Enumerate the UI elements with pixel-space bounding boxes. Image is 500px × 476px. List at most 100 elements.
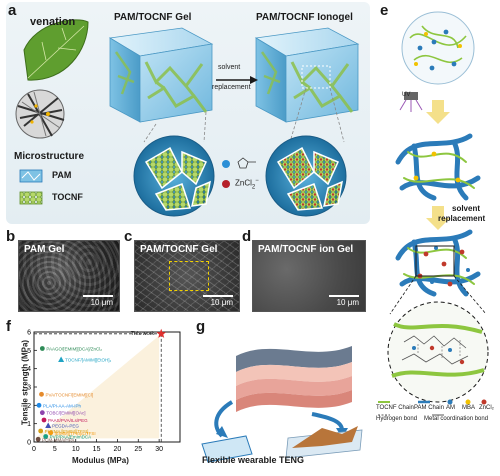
y-tick-label: 5 [27,348,31,355]
panel-e-illustration [378,11,489,416]
arrow-text-solvent: solvent [218,64,241,71]
legend-pam-chain: PAM Chain [414,405,444,411]
panel-letter-c: c [124,228,133,245]
scale-label-c: 10 μm [210,298,233,307]
friction-layer-3 [236,390,352,412]
legend-tocnf-chain: TOCNF Chain [376,405,414,411]
panel-letter-a: a [8,2,17,19]
data-point [35,436,41,442]
friction-layer-1 [236,362,352,386]
uv-label: UV [402,92,411,98]
data-point [45,422,52,428]
panel-a-illustration [15,19,360,217]
data-label: PAAGO/[EMIM][DCA]/ZnCl₂ [46,347,102,352]
down-arrow-2 [426,206,450,230]
data-label: TOCNF/[AMIM][EtOH]₂ [65,358,111,363]
gel-title: PAM/TOCNF Gel [114,12,192,23]
data-label: PHEMA/[EMIM][TFSI] [45,429,89,434]
y-tick-label: 3 [27,385,31,392]
ionogel-title: PAM/TOCNF Ionogel [256,12,353,23]
sem-image-pam-tocnf-gel: PAM/TOCNF Gel 10 μm [134,240,240,312]
panel-letter-d: d [242,228,252,245]
molecular-zoom-circle [387,301,489,403]
sem-title-c: PAM/TOCNF Gel [140,244,218,255]
tocnf-swatch [19,191,43,205]
solvent-label-2: replacement [438,214,486,223]
venation-label: venation [30,16,76,28]
microstructure-label: Microstructure [14,151,85,162]
data-label: PVA/TOCNF/[EMIM][Cl] [46,392,94,397]
data-label: [EMIM][TFSI]/LiTFSI [55,431,96,436]
panel-f-ashby-chart: f 0 5 10 15 20 25 30 0 1 2 3 4 5 6 This work PAAGO/[EMI… [4,318,190,468]
data-label: This work [131,331,155,337]
scale-label-b: 10 μm [90,298,113,307]
down-arrow-1 [426,100,450,124]
y-tick-label: 2 [27,403,31,410]
data-point [48,430,54,436]
teng-top-layer [292,426,358,448]
zoom-region-box [169,261,209,291]
sem-image-ion-gel: PAM/TOCNF ion Gel 10 μm [252,240,366,312]
legend-am: AM [446,405,455,411]
gel-network [395,133,481,201]
data-point [39,346,45,351]
data-point [58,356,65,362]
data-label: PVP/PAA/EmImDCA [50,435,91,440]
pam-tocnf-gel-cube [108,27,214,123]
x-tick-label: 25 [134,446,142,453]
panel-g-teng: g Flexible wearable TENG [192,318,372,468]
x-tick-label: 5 [53,446,57,453]
zncl-dot [222,180,230,188]
x-tick-label: 20 [114,446,122,453]
panel-letter-b: b [6,228,16,245]
scale-label-d: 10 μm [336,298,359,307]
precursor-circle [401,11,475,85]
data-point [39,391,44,397]
cation-dot [222,160,230,168]
legend-mba: MBA [462,405,476,411]
legend-hydrogen-bond: Hydrogen bond [376,416,418,422]
y-axis-label: Tensile strength (MPa) [20,339,30,426]
panel-a-schematic: a venation PAM/TOCNF Gel PAM/TOCNF Ionog… [6,2,370,224]
uv-lamp [404,92,418,100]
data-label: PAAS/PVA/ILs/PEG [48,418,88,423]
data-point [36,402,42,408]
arrow-right [311,412,344,431]
friction-layer-2 [236,376,352,400]
data-point [39,410,45,416]
legend-zncl2: ZnCl₂ [479,405,494,411]
ionogel-network [395,229,481,297]
zoom-box-e [415,245,455,277]
solvent-label-1: solvent [452,204,481,213]
data-point [41,417,47,423]
sem-image-pam-gel: PAM Gel 10 μm [18,240,120,312]
zncl-legend-label: ZnCl2− [235,178,259,191]
sem-title-b: PAM Gel [24,244,65,255]
gel-microstructure-circle [133,135,215,217]
x-tick-label: 10 [72,446,80,453]
leaf-shape [23,19,89,81]
electrode-layer [236,346,352,372]
scatter-chart: 0 5 10 15 20 25 30 0 1 2 3 4 5 6 This work PAAGO/[EMIM]… [27,328,181,453]
sem-title-d: PAM/TOCNF ion Gel [258,244,354,255]
panel-letter-g: g [196,318,206,335]
x-tick-label: 30 [155,446,163,453]
x-tick-label: 15 [93,446,101,453]
pam-legend-label: PAM [52,170,72,180]
pam-tocnf-ionogel-cube [254,27,360,123]
tocnf-legend-label: TOCNF [52,192,83,202]
panel-letter-f: f [6,318,11,335]
flexible-film [201,435,253,463]
ionogel-microstructure-circle [265,135,347,217]
data-label: PEGDA-PEG [52,424,79,429]
y-tick-label: 4 [27,366,31,373]
data-label: TOBC/[EMIM][OAc] [46,411,85,416]
teng-illustration [201,346,363,463]
arrow-text-replacement: replacement [212,84,251,91]
x-tick-label: 0 [32,446,36,453]
panel-e-network-schematic: e [374,2,498,422]
data-label: PLA/PI-AA-AM-IPh [43,403,82,408]
data-point-this-work [156,328,166,338]
y-tick-label: 1 [27,421,31,428]
panel-letter-e: e [380,2,389,19]
